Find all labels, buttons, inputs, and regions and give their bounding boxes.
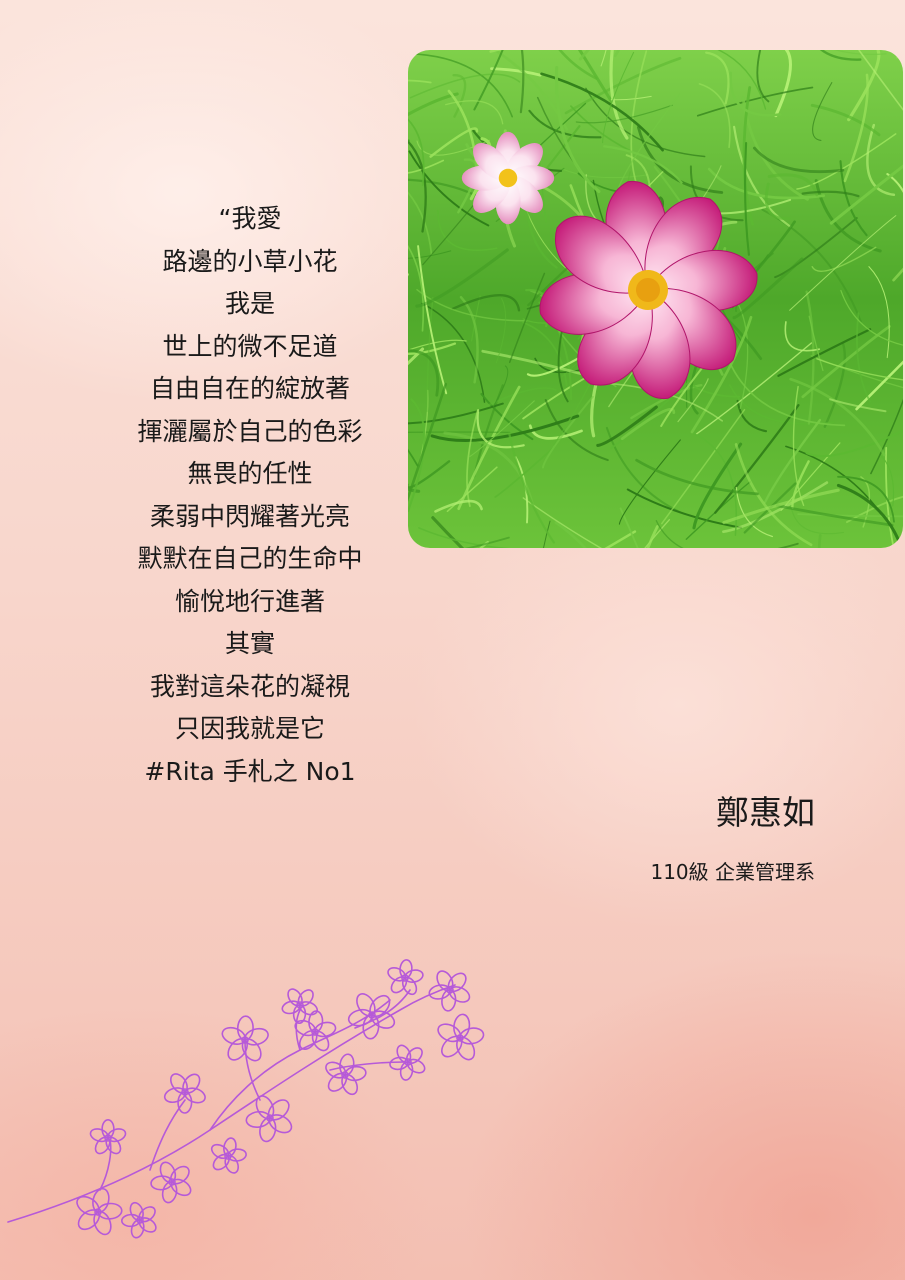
poem-line: 我對這朵花的凝視 xyxy=(149,671,350,701)
poem-line: 默默在自己的生命中 xyxy=(137,544,363,573)
poem: “我愛 路邊的小草小花 我是 世上的微不足道 自由自在的綻放著 揮灑屬於自己的色… xyxy=(110,198,390,793)
poem-line: “我愛 xyxy=(218,204,282,233)
poem-line: 無畏的任性 xyxy=(187,459,313,488)
poem-line: 柔弱中閃耀著光亮 xyxy=(149,501,350,531)
poem-line: 只因我就是它 xyxy=(174,714,325,743)
poem-line: 揮灑屬於自己的色彩 xyxy=(137,416,363,446)
author-department: 110級 企業管理系 xyxy=(650,860,815,884)
poem-line: 其實 xyxy=(224,629,275,658)
poem-line: 我是 xyxy=(224,289,275,318)
poem-line: 自由自在的綻放著 xyxy=(149,374,350,403)
poem-line: #Rita 手札之 No1 xyxy=(144,756,356,786)
poem-line: 世上的微不足道 xyxy=(162,331,338,361)
flower-photo xyxy=(408,50,903,548)
poem-line: 愉悅地行進著 xyxy=(174,586,325,616)
flowering-branch-icon xyxy=(7,959,485,1239)
author-name: 鄭惠如 xyxy=(716,793,815,832)
poem-line: 路邊的小草小花 xyxy=(162,246,338,276)
